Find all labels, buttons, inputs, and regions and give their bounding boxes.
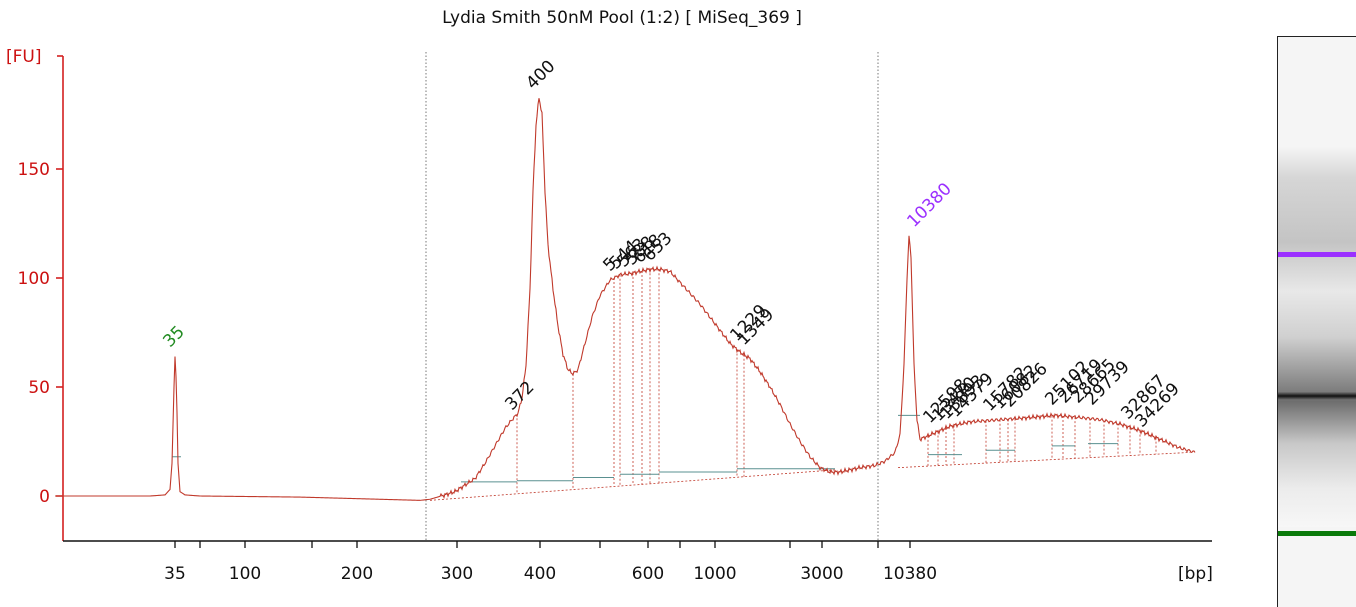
baseline-segments <box>172 414 1118 483</box>
gel-main-band <box>1278 392 1356 400</box>
gel-smear-background <box>1278 147 1356 527</box>
electropherogram: Lydia Smith 50nM Pool (1:2) [ MiSeq_369 … <box>6 8 1213 584</box>
peak-labels: 3510380400372554456358861865312291349125… <box>159 56 1183 431</box>
peak-label: 372 <box>501 377 538 414</box>
upper-marker-label: 10380 <box>903 179 955 231</box>
smear-region-lines <box>429 269 1191 501</box>
x-tick-label: 300 <box>441 564 473 584</box>
x-tick-label: 200 <box>341 564 373 584</box>
x-tick-label: 400 <box>524 564 556 584</box>
peak-label: 400 <box>522 56 559 93</box>
y-tick-label: 0 <box>39 487 50 507</box>
x-tick-label: 1000 <box>693 564 736 584</box>
y-ticks: 0 50 100 150 <box>18 160 63 507</box>
y-tick-label: 100 <box>18 269 50 289</box>
trace-line <box>55 98 1196 501</box>
y-tick-label: 50 <box>28 378 50 398</box>
gel-lane <box>1277 36 1356 607</box>
gel-lower-marker-band <box>1278 531 1356 536</box>
x-tick-label: 100 <box>229 564 261 584</box>
smear-baseline <box>897 452 1191 469</box>
x-tick-label: 600 <box>632 564 664 584</box>
y-tick-label: 150 <box>18 160 50 180</box>
gel-upper-marker-band <box>1278 252 1356 257</box>
x-axis-label: [bp] <box>1178 564 1213 584</box>
lower-marker-label: 35 <box>159 322 188 351</box>
x-tick-label: 35 <box>164 564 186 584</box>
y-axis-label: [FU] <box>6 47 42 67</box>
x-tick-label: 3000 <box>800 564 843 584</box>
x-ticks: 35 100 200 300 400 600 1000 3000 10380 <box>164 541 937 584</box>
chart-title: Lydia Smith 50nM Pool (1:2) [ MiSeq_369 … <box>442 8 802 28</box>
x-tick-label: 10380 <box>883 564 937 584</box>
